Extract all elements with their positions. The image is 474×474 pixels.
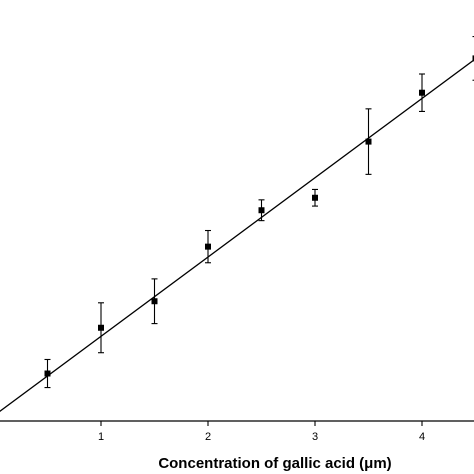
data-point — [365, 138, 372, 145]
data-point — [258, 207, 265, 214]
x-tick-label: 2 — [205, 431, 211, 443]
x-tick-label: 1 — [98, 431, 104, 443]
x-tick-label: 4 — [419, 431, 425, 443]
data-point — [44, 370, 51, 377]
data-point — [419, 89, 425, 96]
data-point — [205, 243, 211, 250]
data-point — [312, 194, 318, 201]
data-point — [151, 298, 158, 305]
data-point — [98, 324, 104, 331]
fit-line — [0, 59, 474, 413]
plot-area — [0, 36, 474, 413]
x-tick-label: 3 — [312, 431, 318, 443]
x-axis-title: Concentration of gallic acid (μm) — [158, 455, 391, 472]
x-axis-ticks: 1 2 3 4 — [98, 421, 425, 443]
data-point — [472, 55, 474, 62]
